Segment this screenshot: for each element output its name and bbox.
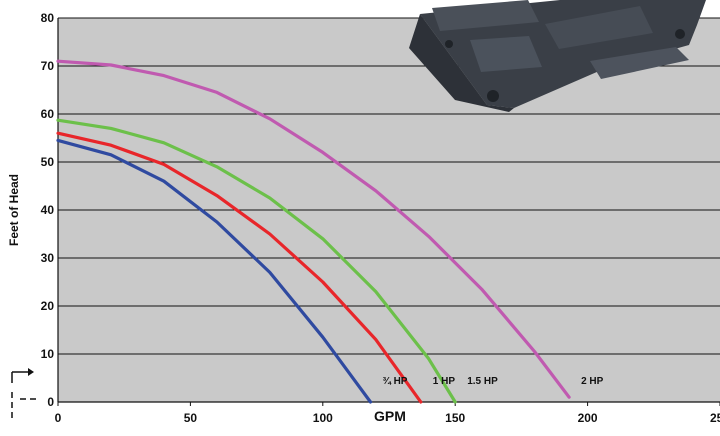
series-line-2	[56, 118, 457, 404]
series-line-0	[56, 138, 373, 404]
y-tick-label: 80	[41, 11, 55, 25]
y-tick-label: 60	[41, 107, 55, 121]
x-tick-label: 100	[313, 411, 333, 425]
y-tick-label: 20	[41, 299, 55, 313]
y-tick-label: 50	[41, 155, 55, 169]
y-tick-label: 10	[41, 347, 55, 361]
series-label: 1.5 HP	[467, 376, 498, 387]
series-label: 2 HP	[581, 376, 604, 387]
svg-text:Feet of Head: Feet of Head	[7, 174, 21, 246]
y-axis-title: Feet of Head	[7, 174, 21, 246]
svg-text:GPM: GPM	[374, 408, 406, 424]
x-tick-label: 200	[578, 411, 598, 425]
series-line-3	[56, 59, 571, 399]
series-lines	[56, 59, 571, 404]
y-tick-label: 40	[41, 203, 55, 217]
y-tick-label: 30	[41, 251, 55, 265]
zero-level-marker	[11, 368, 36, 418]
axes: 0 10 20 30 40 50 60 70 80 0 50 100 150 200 250	[41, 11, 720, 425]
x-tick-label: 150	[445, 411, 465, 425]
series-label: 1 HP	[433, 376, 456, 387]
series-label: ¾ HP	[382, 376, 407, 387]
x-tick-label: 0	[55, 411, 62, 425]
y-tick-label: 0	[47, 395, 54, 409]
pump-product-image	[409, 0, 706, 112]
y-tick-label: 70	[41, 59, 55, 73]
series-line-1	[56, 131, 423, 404]
series-labels: ¾ HP 1 HP 1.5 HP 2 HP	[382, 376, 603, 387]
x-tick-label: 50	[184, 411, 198, 425]
x-tick-label: 250	[710, 411, 720, 425]
x-axis-title: GPM	[374, 408, 406, 424]
